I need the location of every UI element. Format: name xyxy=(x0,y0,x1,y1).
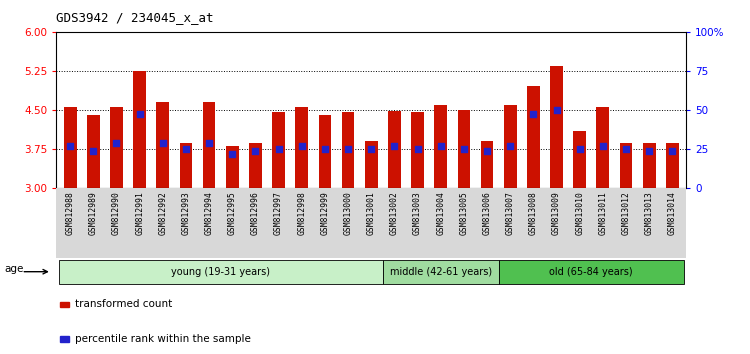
Point xyxy=(110,141,122,146)
Point xyxy=(597,143,609,149)
Bar xyxy=(382,260,499,284)
Text: old (65-84 years): old (65-84 years) xyxy=(550,267,633,277)
Point xyxy=(481,148,493,154)
Text: GSM812993: GSM812993 xyxy=(182,191,190,235)
Bar xyxy=(179,143,192,188)
Text: GSM813001: GSM813001 xyxy=(367,191,376,235)
Text: GSM813004: GSM813004 xyxy=(436,191,445,235)
Point xyxy=(296,143,307,149)
Point xyxy=(527,111,539,117)
Text: GSM812995: GSM812995 xyxy=(228,191,237,235)
Point xyxy=(504,143,516,149)
Text: GDS3942 / 234045_x_at: GDS3942 / 234045_x_at xyxy=(56,11,214,24)
Bar xyxy=(365,141,377,188)
Bar xyxy=(388,111,400,188)
Text: age: age xyxy=(4,264,24,274)
Bar xyxy=(504,104,517,188)
Bar xyxy=(226,146,238,188)
Text: GSM813002: GSM813002 xyxy=(390,191,399,235)
Bar xyxy=(272,112,285,188)
Text: GSM813010: GSM813010 xyxy=(575,191,584,235)
Text: GSM813014: GSM813014 xyxy=(668,191,676,235)
Text: young (19-31 years): young (19-31 years) xyxy=(171,267,270,277)
Bar xyxy=(481,141,494,188)
Point xyxy=(87,148,99,154)
Text: GSM813006: GSM813006 xyxy=(482,191,491,235)
Bar xyxy=(411,112,424,188)
Bar xyxy=(60,336,70,342)
Text: GSM812997: GSM812997 xyxy=(274,191,283,235)
Text: GSM812991: GSM812991 xyxy=(135,191,144,235)
Bar xyxy=(550,65,563,188)
Point xyxy=(644,148,656,154)
Text: GSM812990: GSM812990 xyxy=(112,191,121,235)
Text: GSM813005: GSM813005 xyxy=(460,191,469,235)
Text: GSM813011: GSM813011 xyxy=(598,191,608,235)
Point xyxy=(272,146,284,152)
Text: GSM812992: GSM812992 xyxy=(158,191,167,235)
Bar xyxy=(342,112,355,188)
Bar xyxy=(666,143,679,188)
Bar xyxy=(157,102,170,188)
Bar xyxy=(596,107,609,188)
Point xyxy=(134,111,146,117)
Text: GSM813003: GSM813003 xyxy=(413,191,422,235)
Text: GSM813000: GSM813000 xyxy=(344,191,352,235)
Bar xyxy=(620,143,632,188)
Bar xyxy=(202,102,215,188)
Point xyxy=(250,148,262,154)
Text: GSM813013: GSM813013 xyxy=(645,191,654,235)
Bar xyxy=(458,110,470,188)
Text: GSM813009: GSM813009 xyxy=(552,191,561,235)
Bar xyxy=(296,107,308,188)
Point xyxy=(666,148,678,154)
Text: GSM812989: GSM812989 xyxy=(88,191,98,235)
Text: GSM813012: GSM813012 xyxy=(622,191,631,235)
Text: GSM812988: GSM812988 xyxy=(66,191,75,235)
Point xyxy=(550,107,562,113)
Point xyxy=(620,146,632,152)
Text: GSM813007: GSM813007 xyxy=(506,191,515,235)
Point xyxy=(180,146,192,152)
Point xyxy=(365,146,377,152)
Text: middle (42-61 years): middle (42-61 years) xyxy=(390,267,492,277)
Text: GSM812994: GSM812994 xyxy=(205,191,214,235)
Point xyxy=(435,143,447,149)
Point xyxy=(412,146,424,152)
Bar xyxy=(64,107,76,188)
Bar xyxy=(60,302,70,307)
Text: GSM812999: GSM812999 xyxy=(320,191,329,235)
Point xyxy=(64,143,76,149)
Bar xyxy=(527,86,540,188)
Point xyxy=(574,146,586,152)
Bar xyxy=(58,260,382,284)
Text: transformed count: transformed count xyxy=(75,299,172,309)
Bar xyxy=(499,260,684,284)
Point xyxy=(342,146,354,152)
Bar xyxy=(573,131,586,188)
Text: GSM812996: GSM812996 xyxy=(251,191,260,235)
Point xyxy=(388,143,400,149)
Text: GSM813008: GSM813008 xyxy=(529,191,538,235)
Bar xyxy=(643,143,656,188)
Point xyxy=(157,141,169,146)
Bar xyxy=(134,71,146,188)
Point xyxy=(203,141,215,146)
Bar xyxy=(110,107,123,188)
Bar xyxy=(249,143,262,188)
Text: percentile rank within the sample: percentile rank within the sample xyxy=(75,334,251,344)
Bar xyxy=(434,104,447,188)
Bar xyxy=(319,115,332,188)
Bar xyxy=(87,115,100,188)
Point xyxy=(458,146,470,152)
Point xyxy=(319,146,331,152)
Text: GSM812998: GSM812998 xyxy=(297,191,306,235)
Point xyxy=(226,151,238,157)
